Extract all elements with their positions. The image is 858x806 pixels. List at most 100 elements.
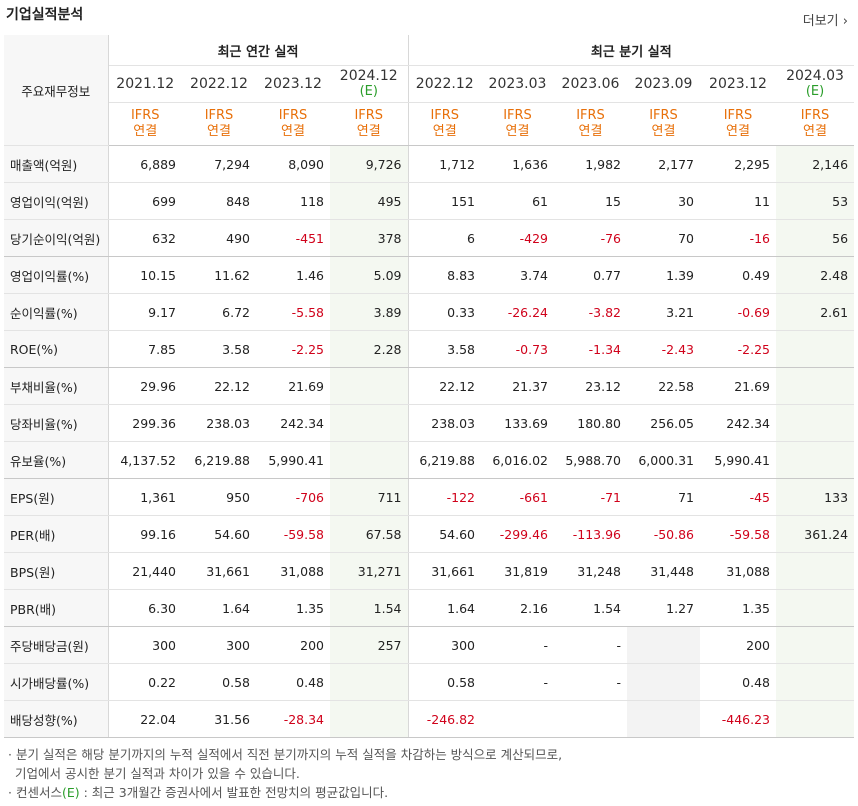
- value-cell: 56: [776, 219, 855, 257]
- value-cell: 9,726: [330, 145, 409, 183]
- value-cell: 0.48: [700, 663, 776, 701]
- table-row: EPS(원) 1,361 950 -706 711 -122 -661 -71 71 -45 133: [4, 478, 855, 516]
- value-cell: -429: [481, 219, 554, 257]
- value-cell: -0.69: [700, 293, 776, 331]
- value-cell: 31,248: [554, 552, 627, 590]
- table-row: PER(배) 99.16 54.60 -59.58 67.58 54.60 -299.46-…: [4, 515, 855, 553]
- value-cell: -3.82: [554, 293, 627, 331]
- table-row: 당기순이익(억원) 632 490 -451 378 6 -429 -76 70 -16 56: [4, 219, 855, 257]
- footnote-1: · 분기 실적은 해당 분기까지의 누적 실적에서 직전 분기까지의 누적 실적…: [8, 747, 563, 762]
- value-cell: [330, 441, 409, 479]
- row-label: 당기순이익(억원): [4, 219, 109, 257]
- value-cell: 1.27: [627, 589, 700, 627]
- row-label: 주당배당금(원): [4, 626, 109, 664]
- row-label: PER(배): [4, 515, 109, 553]
- value-cell: 0.48: [256, 663, 330, 701]
- value-cell: 22.58: [627, 367, 700, 405]
- value-cell: 6: [408, 219, 481, 257]
- value-cell: 6,219.88: [182, 441, 256, 479]
- value-cell: -: [481, 663, 554, 701]
- header-corner: 주요재무정보: [4, 35, 109, 146]
- value-cell: 30: [627, 182, 700, 220]
- value-cell: -113.96: [554, 515, 627, 553]
- value-cell: 118: [256, 182, 330, 220]
- quarter-group-header: 최근 분기 실적: [408, 35, 855, 66]
- ifrs-basis-header: IFRS 연결: [700, 102, 776, 146]
- value-cell: 699: [108, 182, 182, 220]
- more-link[interactable]: 더보기 ›: [803, 10, 848, 29]
- row-label: 부채비율(%): [4, 367, 109, 405]
- value-cell: 0.77: [554, 256, 627, 294]
- value-cell: 31.56: [182, 700, 256, 738]
- value-cell: 31,819: [481, 552, 554, 590]
- value-cell: 29.96: [108, 367, 182, 405]
- value-cell: 3.89: [330, 293, 409, 331]
- value-cell: -45: [700, 478, 776, 516]
- value-cell: 99.16: [108, 515, 182, 553]
- value-cell: 2.16: [481, 589, 554, 627]
- value-cell: 1.64: [182, 589, 256, 627]
- value-cell: -59.58: [700, 515, 776, 553]
- value-cell: 3.58: [408, 330, 481, 368]
- period-header: 2022.12: [182, 65, 256, 103]
- value-cell: 71: [627, 478, 700, 516]
- table-row: 순이익률(%) 9.17 6.72 -5.58 3.89 0.33 -26.24 -3.82 3…: [4, 293, 855, 331]
- estimate-mark: (E): [805, 84, 825, 99]
- value-cell: -28.34: [256, 700, 330, 738]
- value-cell: -451: [256, 219, 330, 257]
- value-cell: 151: [408, 182, 481, 220]
- value-cell: 22.04: [108, 700, 182, 738]
- value-cell: 495: [330, 182, 409, 220]
- value-cell: -122: [408, 478, 481, 516]
- value-cell: 1.39: [627, 256, 700, 294]
- value-cell: 1.64: [408, 589, 481, 627]
- value-cell: 5,990.41: [700, 441, 776, 479]
- value-cell: -76: [554, 219, 627, 257]
- value-cell: 54.60: [182, 515, 256, 553]
- value-cell: -59.58: [256, 515, 330, 553]
- value-cell: -706: [256, 478, 330, 516]
- value-cell: 10.15: [108, 256, 182, 294]
- value-cell: 31,661: [408, 552, 481, 590]
- value-cell: 31,088: [700, 552, 776, 590]
- value-cell: [554, 700, 627, 738]
- ifrs-basis-header: IFRS 연결: [627, 102, 700, 146]
- value-cell: [627, 663, 700, 701]
- value-cell: -2.43: [627, 330, 700, 368]
- value-cell: 7.85: [108, 330, 182, 368]
- value-cell: 490: [182, 219, 256, 257]
- row-label: EPS(원): [4, 478, 109, 516]
- value-cell: 15: [554, 182, 627, 220]
- value-cell: [776, 367, 855, 405]
- ifrs-basis-header: IFRS 연결: [108, 102, 182, 146]
- value-cell: 21.37: [481, 367, 554, 405]
- ifrs-basis-header: IFRS 연결: [182, 102, 256, 146]
- value-cell: -26.24: [481, 293, 554, 331]
- value-cell: 31,088: [256, 552, 330, 590]
- table-row: 시가배당률(%) 0.22 0.58 0.48 0.58- -0.48: [4, 663, 855, 701]
- value-cell: [776, 589, 855, 627]
- value-cell: -: [554, 626, 627, 664]
- value-cell: 1.54: [554, 589, 627, 627]
- value-cell: 133: [776, 478, 855, 516]
- row-label: 순이익률(%): [4, 293, 109, 331]
- value-cell: 4,137.52: [108, 441, 182, 479]
- table-row: 배당성향(%) 22.04 31.56 -28.34 -246.82 -446.23: [4, 700, 855, 738]
- row-label: 영업이익(억원): [4, 182, 109, 220]
- value-cell: 3.74: [481, 256, 554, 294]
- value-cell: 242.34: [700, 404, 776, 442]
- value-cell: [330, 404, 409, 442]
- period-header: 2023.09: [627, 65, 700, 103]
- value-cell: 1,361: [108, 478, 182, 516]
- table-row: 유보율(%) 4,137.52 6,219.88 5,990.41 6,219.88 6,…: [4, 441, 855, 479]
- chevron-right-icon: ›: [838, 14, 848, 29]
- value-cell: 53: [776, 182, 855, 220]
- row-label: PBR(배): [4, 589, 109, 627]
- footnote-2: · 컨센서스(E) : 최근 3개월간 증권사에서 발표한 전망치의 평균값입니…: [8, 785, 389, 800]
- value-cell: 6.30: [108, 589, 182, 627]
- row-label: 당좌비율(%): [4, 404, 109, 442]
- value-cell: -1.34: [554, 330, 627, 368]
- row-label: 시가배당률(%): [4, 663, 109, 701]
- row-label: 배당성향(%): [4, 700, 109, 738]
- value-cell: 8,090: [256, 145, 330, 183]
